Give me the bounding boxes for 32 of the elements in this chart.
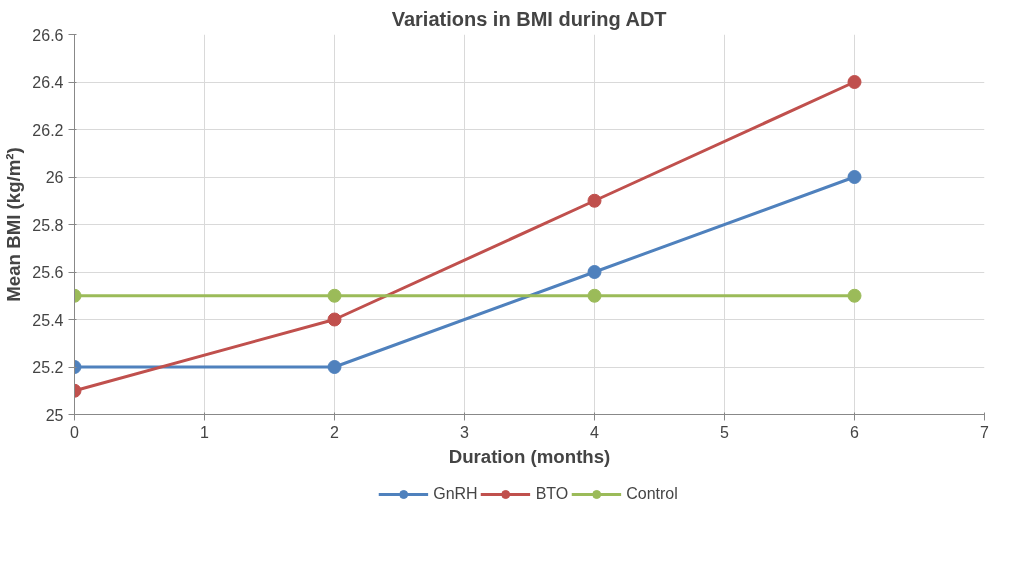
- y-axis-title: Mean BMI (kg/m²): [3, 147, 25, 302]
- x-tick-label: 3: [460, 423, 470, 441]
- x-tick-label: 2: [330, 423, 340, 441]
- x-tick-label: 4: [590, 423, 600, 441]
- point: [327, 288, 342, 303]
- x-axis-title: Duration (months): [448, 445, 611, 467]
- point: [327, 360, 342, 374]
- point: [327, 312, 342, 327]
- y-tick-label: 26.6: [32, 26, 64, 44]
- point: [587, 265, 602, 279]
- x-tick-label: 6: [850, 423, 860, 441]
- x-tick-label: 1: [200, 423, 210, 441]
- point: [587, 288, 602, 303]
- point: [847, 75, 862, 89]
- legend-label: GnRH: [433, 485, 478, 503]
- y-tick-label: 25.6: [32, 264, 64, 281]
- x-tick-label: 0: [70, 423, 80, 441]
- point: [847, 170, 862, 184]
- y-tick-label: 25.8: [32, 216, 64, 234]
- y-tick-label: 26.2: [32, 121, 64, 139]
- point: [587, 193, 602, 208]
- y-tick-label: 25.2: [32, 359, 64, 376]
- y-tick-label: 26.4: [32, 74, 64, 91]
- x-tick-label: 7: [980, 423, 990, 441]
- legend-label: BTO: [535, 485, 569, 503]
- x-tick-label: 5: [720, 423, 730, 441]
- y-tick-label: 25.4: [32, 311, 64, 329]
- y-tick-label: 26: [45, 169, 64, 186]
- legend-label: Control: [626, 485, 678, 503]
- y-tick-label: 25: [45, 406, 64, 424]
- point: [847, 288, 862, 303]
- chart-title: Variations in BMI during ADT: [391, 7, 667, 30]
